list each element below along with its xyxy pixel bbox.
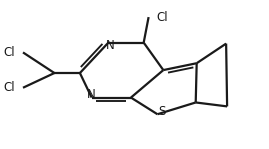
- Text: Cl: Cl: [3, 46, 15, 59]
- Text: N: N: [87, 88, 96, 101]
- Text: S: S: [159, 105, 166, 118]
- Text: Cl: Cl: [3, 81, 15, 94]
- Text: N: N: [106, 39, 115, 52]
- Text: Cl: Cl: [157, 11, 168, 24]
